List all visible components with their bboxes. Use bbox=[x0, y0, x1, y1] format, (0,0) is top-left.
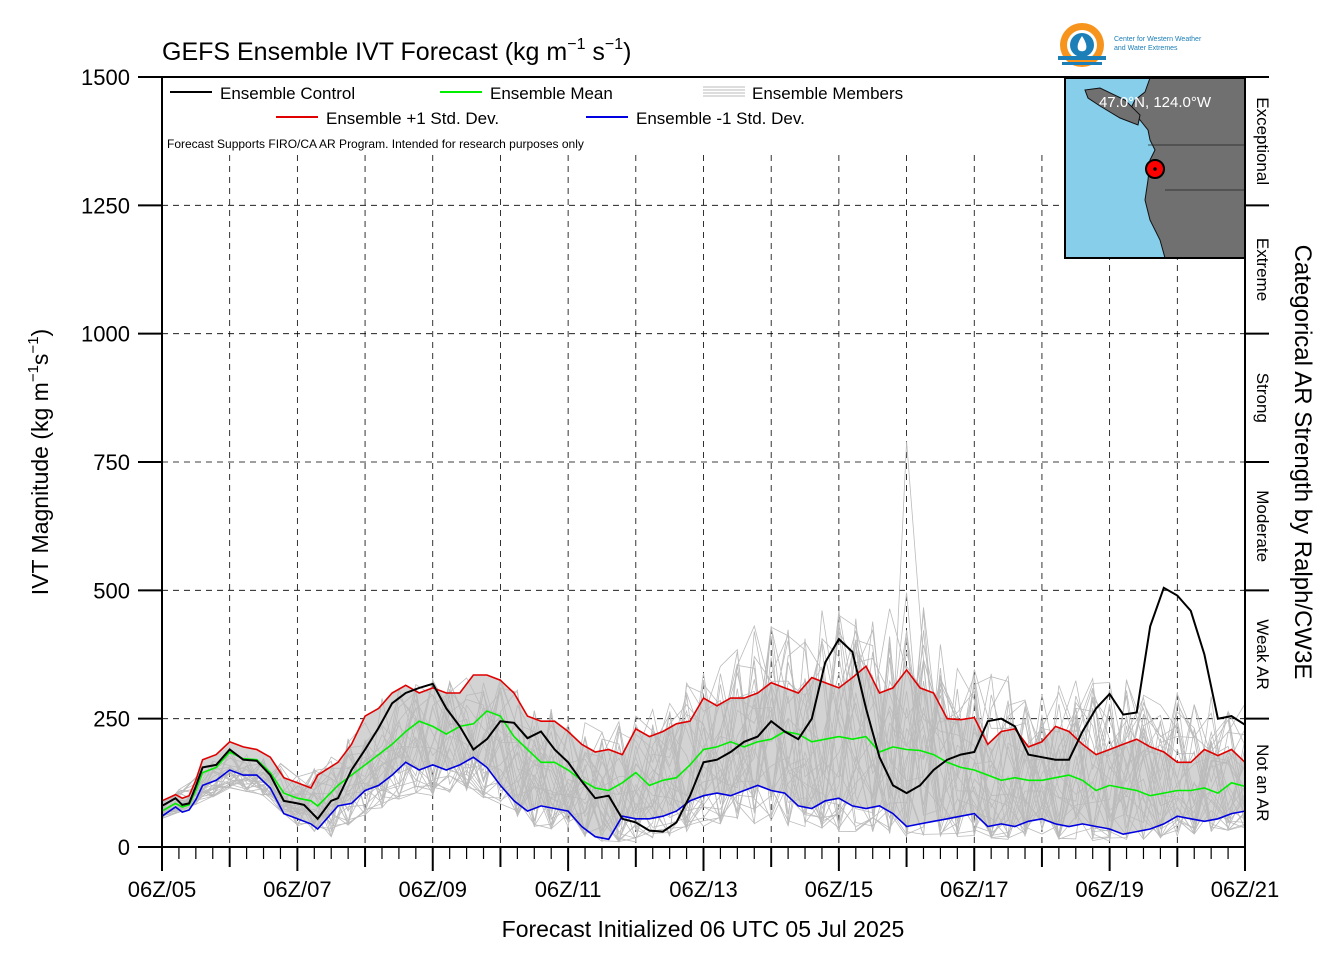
y-tick-label: 1500 bbox=[81, 65, 130, 90]
legend-swatch-members bbox=[703, 86, 745, 97]
axes: 0 250 500 750 1000 1250 1500 06Z/05 06Z/07 06Z/09… bbox=[81, 65, 1279, 902]
cw3e-logo: Center for Western Weather and Water Ext… bbox=[1058, 23, 1202, 67]
location-marker-center bbox=[1153, 167, 1157, 171]
inset-map: 47.0°N, 124.0°W bbox=[1064, 77, 1246, 259]
island-shape bbox=[1084, 87, 1141, 126]
y-tick-label: 750 bbox=[93, 450, 130, 475]
logo-text-1: Center for Western Weather bbox=[1114, 36, 1202, 43]
x-tick-label: 06Z/17 bbox=[940, 877, 1009, 902]
category-labels: Not an AR Weak AR Moderate Strong Extreme Exc… bbox=[1253, 97, 1272, 821]
chart-title: GEFS Ensemble IVT Forecast (kg m−1 s−1) bbox=[162, 36, 632, 66]
ensemble-member-line bbox=[161, 626, 1246, 842]
ensemble-member-line bbox=[161, 655, 1246, 835]
x-tick-label: 06Z/15 bbox=[805, 877, 874, 902]
series-line-plus bbox=[161, 665, 1246, 802]
x-tick-label: 06Z/21 bbox=[1211, 877, 1280, 902]
legend-label-control: Ensemble Control bbox=[220, 84, 355, 103]
ensemble-member-line bbox=[161, 674, 1246, 843]
x-tick-label: 06Z/11 bbox=[535, 877, 602, 902]
y-tick-label: 250 bbox=[93, 707, 130, 732]
y-tick-label: 500 bbox=[93, 578, 130, 603]
x-tick-label: 06Z/19 bbox=[1075, 877, 1144, 902]
x-tick-label: 06Z/09 bbox=[399, 877, 468, 902]
category-label: Moderate bbox=[1253, 490, 1272, 562]
ensemble-member-line bbox=[161, 621, 1246, 841]
location-label: 47.0°N, 124.0°W bbox=[1099, 94, 1212, 111]
legend-label-minus: Ensemble -1 Std. Dev. bbox=[636, 109, 805, 128]
y-tick-label: 1000 bbox=[81, 322, 130, 347]
std-dev-band bbox=[162, 666, 1245, 840]
ensemble-member-line bbox=[161, 676, 1246, 843]
legend-label-plus: Ensemble +1 Std. Dev. bbox=[326, 109, 499, 128]
series-lines bbox=[161, 586, 1246, 841]
category-label: Extreme bbox=[1253, 238, 1272, 301]
ensemble-member-line bbox=[161, 635, 1246, 839]
series-line-control bbox=[161, 586, 1246, 833]
y-tick-label: 0 bbox=[118, 835, 130, 860]
ensemble-member-line bbox=[161, 611, 1246, 843]
ensemble-member-line bbox=[161, 614, 1246, 841]
right-axis-title: Categorical AR Strength by Ralph/CW3E bbox=[1289, 245, 1316, 680]
legend: Ensemble Control Ensemble Mean Ensemble … bbox=[167, 84, 903, 151]
x-axis-label: Forecast Initialized 06 UTC 05 Jul 2025 bbox=[502, 916, 905, 942]
logo-text-2: and Water Extremes bbox=[1114, 45, 1178, 52]
y-axis-label: IVT Magnitude (kg m−1s−1) bbox=[25, 329, 53, 595]
ensemble-members bbox=[161, 441, 1246, 843]
series-line-mean bbox=[161, 710, 1246, 812]
category-label: Strong bbox=[1253, 373, 1272, 423]
legend-label-members: Ensemble Members bbox=[752, 84, 903, 103]
series-line-minus bbox=[161, 756, 1246, 841]
x-tick-label: 06Z/07 bbox=[263, 877, 332, 902]
ensemble-member-line bbox=[161, 608, 1246, 843]
category-label: Weak AR bbox=[1253, 619, 1272, 690]
legend-label-mean: Ensemble Mean bbox=[490, 84, 613, 103]
ensemble-member-line bbox=[161, 630, 1246, 841]
category-label: Not an AR bbox=[1253, 744, 1272, 822]
y-tick-label: 1250 bbox=[81, 193, 130, 218]
category-label: Exceptional bbox=[1253, 97, 1272, 185]
border-lines bbox=[1148, 144, 1245, 191]
disclaimer-text: Forecast Supports FIRO/CA AR Program. In… bbox=[167, 137, 584, 151]
water-drop-icon bbox=[1077, 36, 1087, 52]
x-tick-label: 06Z/05 bbox=[128, 877, 197, 902]
ensemble-member-line bbox=[161, 610, 1246, 839]
x-tick-label: 06Z/13 bbox=[669, 877, 738, 902]
